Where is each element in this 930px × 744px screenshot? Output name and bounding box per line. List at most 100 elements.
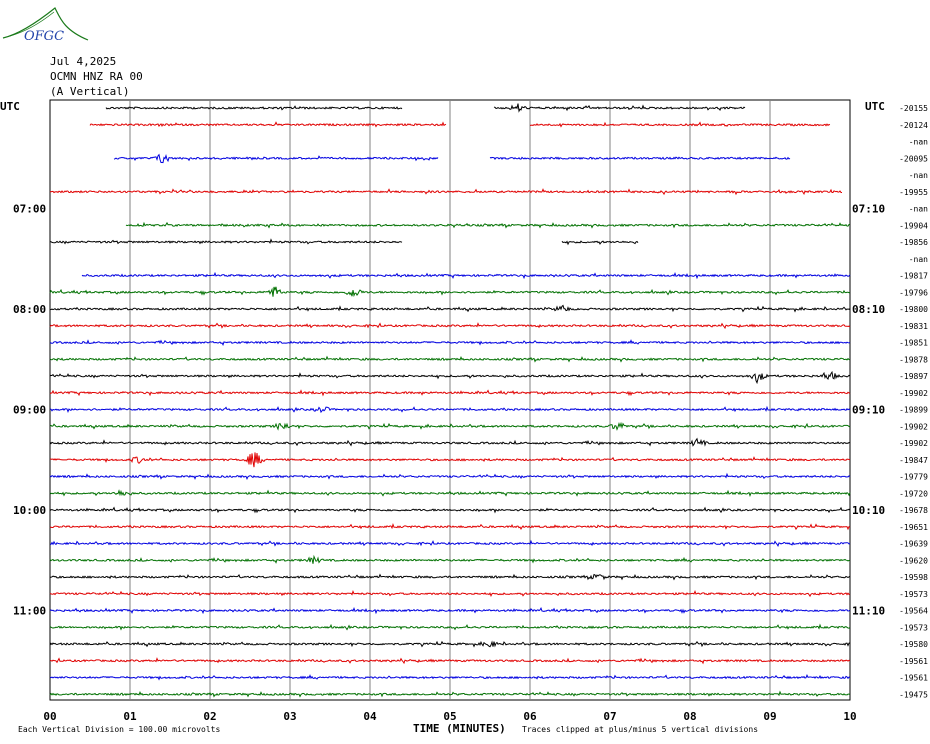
chart-date: Jul 4,2025 — [50, 55, 116, 68]
trace-line — [561, 240, 639, 246]
clip-note: Traces clipped at plus/minus 5 vertical … — [522, 725, 758, 734]
trace-line — [49, 437, 851, 447]
trace-line — [49, 573, 851, 581]
trace-line — [89, 121, 447, 128]
right-time-label: 11:10 — [852, 605, 885, 618]
trace-line — [493, 103, 746, 113]
seismic-traces — [49, 103, 851, 698]
ofgc-logo: OFGC — [2, 7, 89, 44]
offset-value: -19720 — [899, 489, 928, 498]
trace-line — [49, 472, 851, 481]
trace-line — [49, 506, 851, 514]
trace-line — [105, 105, 403, 111]
offset-value: -nan — [909, 255, 928, 264]
trace-line — [529, 121, 831, 128]
trace-line — [49, 304, 851, 313]
trace-line — [49, 405, 851, 414]
offset-value: -nan — [909, 205, 928, 214]
offset-value: -19620 — [899, 556, 928, 565]
offset-value: -19897 — [899, 372, 928, 381]
trace-line — [81, 271, 851, 280]
offset-value: -19817 — [899, 272, 928, 281]
left-time-labels: 07:00 08:00 09:00 10:00 11:00 — [13, 203, 46, 618]
trace-line — [49, 322, 851, 330]
offset-value: -19580 — [899, 640, 928, 649]
offset-value: -19573 — [899, 623, 928, 632]
logo-swoosh — [2, 7, 89, 41]
vertical-gridlines — [129, 100, 771, 700]
trace-line — [49, 690, 851, 698]
x-tick-label: 04 — [363, 710, 377, 723]
trace-line — [49, 657, 851, 665]
left-time-label: 09:00 — [13, 404, 46, 417]
x-tick-label: 08 — [683, 710, 696, 723]
offset-value: -19902 — [899, 422, 928, 431]
offset-value: -19904 — [899, 221, 928, 230]
trace-line — [49, 339, 851, 347]
trace-line — [49, 606, 851, 615]
x-tick-label: 10 — [843, 710, 856, 723]
trace-line — [49, 554, 851, 564]
offset-value: -19561 — [899, 657, 928, 666]
offset-value: -19878 — [899, 355, 928, 364]
offset-value: -20124 — [899, 121, 928, 130]
offset-value: -19955 — [899, 188, 928, 197]
offset-value: -19475 — [899, 690, 928, 699]
offset-value: -19851 — [899, 339, 928, 348]
x-tick-label: 03 — [283, 710, 296, 723]
trace-line — [49, 452, 851, 468]
x-tick-label: 00 — [43, 710, 56, 723]
left-utc-label: UTC — [0, 100, 20, 113]
logo-text: OFGC — [24, 29, 64, 44]
offset-value: -nan — [909, 138, 928, 147]
offset-value: -19831 — [899, 322, 928, 331]
offset-value: -19678 — [899, 506, 928, 515]
left-time-label: 07:00 — [13, 203, 46, 216]
trace-line — [49, 355, 851, 363]
left-time-label: 11:00 — [13, 605, 46, 618]
right-time-label: 10:10 — [852, 504, 885, 517]
offset-value: -19598 — [899, 573, 928, 582]
offset-value: -20095 — [899, 154, 928, 163]
trace-line — [113, 153, 439, 164]
trace-line — [49, 238, 403, 245]
offset-values: -20155 -20124 -nan -20095 -nan -19955 -nan -199… — [899, 104, 928, 699]
offset-value: -19856 — [899, 238, 928, 247]
x-tick-label: 07 — [603, 710, 616, 723]
component-label: (A Vertical) — [50, 85, 129, 98]
right-time-label: 09:10 — [852, 404, 885, 417]
offset-value: -20155 — [899, 104, 928, 113]
offset-value: -nan — [909, 171, 928, 180]
trace-line — [49, 489, 851, 498]
offset-value: -19564 — [899, 607, 928, 616]
trace-line — [489, 156, 791, 160]
trace-line — [49, 673, 851, 681]
offset-value: -19561 — [899, 674, 928, 683]
offset-value: -19847 — [899, 456, 928, 465]
right-time-label: 07:10 — [852, 203, 885, 216]
offset-value: -19651 — [899, 523, 928, 532]
x-tick-label: 01 — [123, 710, 137, 723]
logo-swoosh-inner — [9, 11, 55, 37]
trace-line — [49, 589, 851, 598]
offset-value: -19779 — [899, 473, 928, 482]
division-note: Each Vertical Division = 100.00 microvol… — [18, 725, 220, 734]
offset-value: -19796 — [899, 288, 928, 297]
trace-line — [49, 188, 842, 196]
x-tick-label: 05 — [443, 710, 456, 723]
x-tick-label: 02 — [203, 710, 216, 723]
trace-line — [49, 389, 851, 397]
trace-line — [125, 221, 851, 229]
trace-line — [49, 623, 851, 631]
x-tick-label: 09 — [763, 710, 776, 723]
right-utc-label: UTC — [865, 100, 885, 113]
offset-value: -19573 — [899, 590, 928, 599]
station-code: OCMN HNZ RA 00 — [50, 70, 143, 83]
left-time-label: 10:00 — [13, 504, 46, 517]
x-tick-labels: 00 01 02 03 04 05 06 07 08 09 10 — [43, 710, 856, 723]
trace-line — [49, 640, 851, 648]
right-time-labels: 07:10 08:10 09:10 10:10 11:10 — [852, 203, 885, 618]
offset-value: -19902 — [899, 439, 928, 448]
offset-value: -19639 — [899, 540, 928, 549]
